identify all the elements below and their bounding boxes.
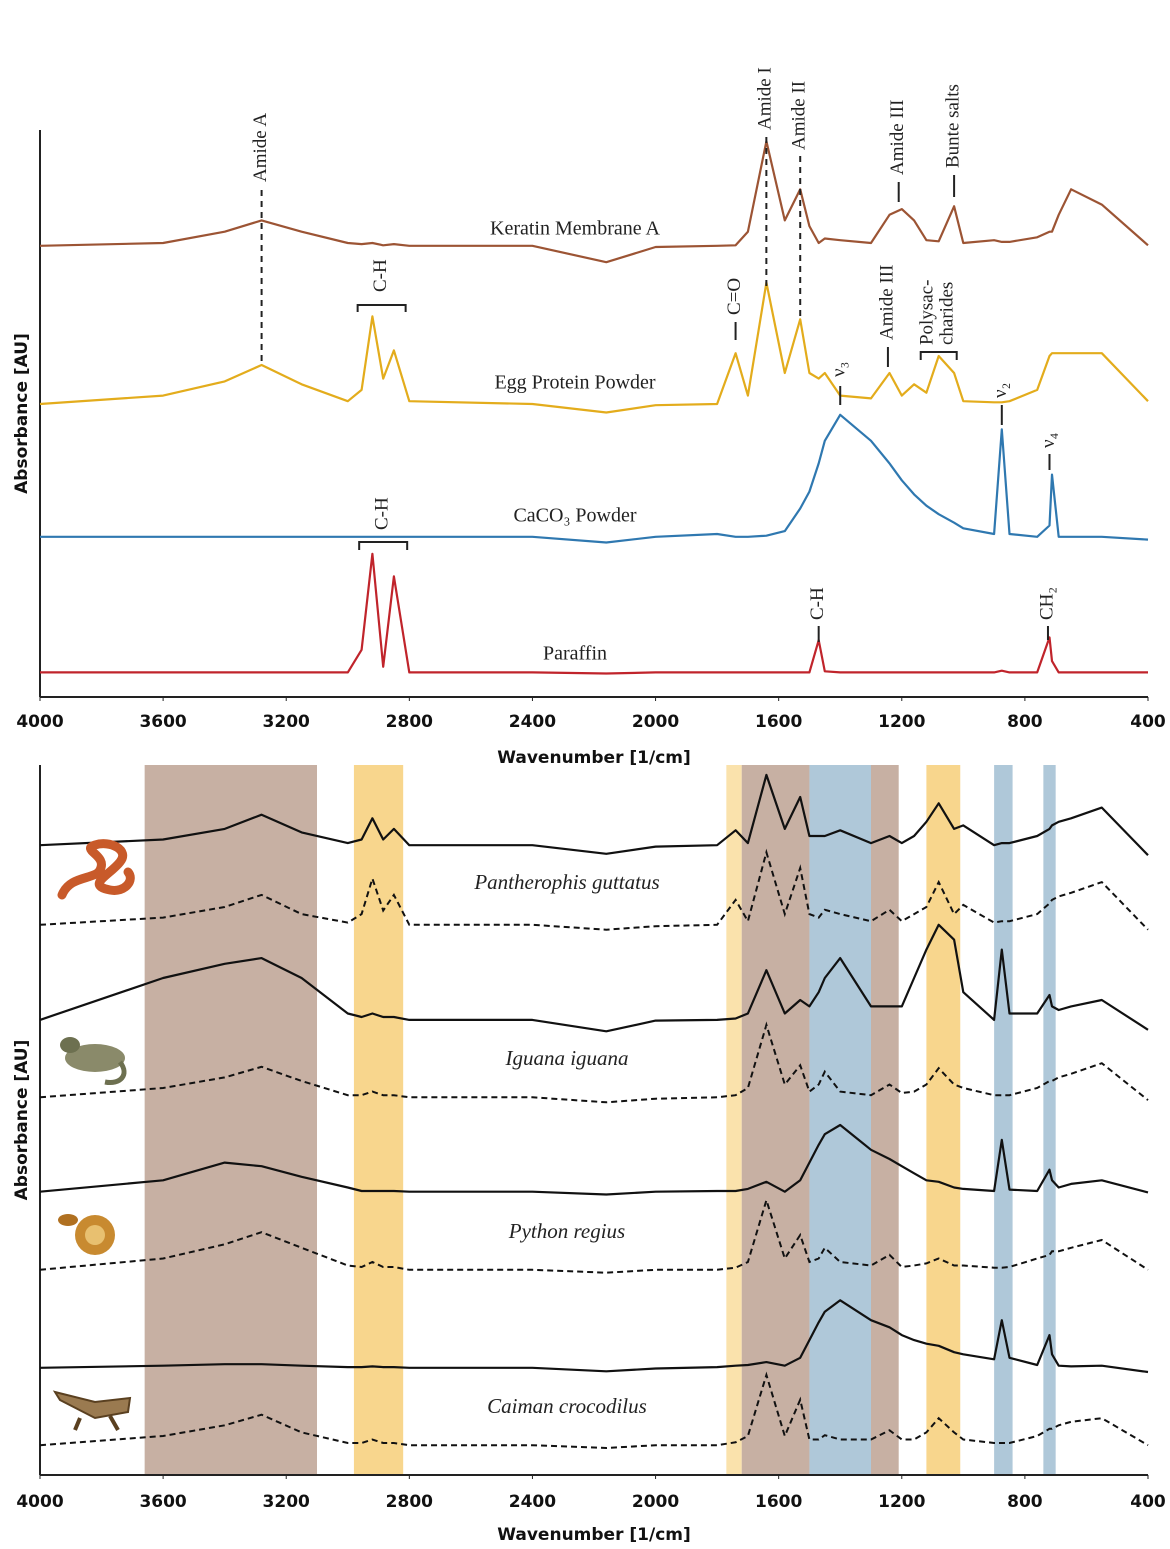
y-axis-title: Absorbance [AU]: [12, 1040, 32, 1201]
plot: 4000 3600 3200 2800 2400 2000 1600 1200 800 400 Wa…: [12, 765, 1166, 1545]
x-tick-label: 3200: [263, 712, 310, 732]
bracket: [359, 542, 407, 550]
annotation: C=O: [724, 278, 745, 315]
annotation: Amide III: [887, 100, 908, 175]
figure: 4000 3600 3200 2800 2400 2000 1600 1200 800 400 Wa…: [0, 0, 1170, 1549]
x-axis-title: Wavenumber [1/cm]: [497, 1525, 691, 1545]
band: [994, 765, 1012, 1475]
species-label: Python regius: [508, 1219, 625, 1243]
x-tick-label: 800: [1007, 712, 1043, 732]
x-tick-label: 2800: [386, 712, 433, 732]
annotation: Amide I: [755, 67, 776, 130]
annotation: ν₂: [990, 383, 1011, 398]
x-tick-label: 400: [1130, 712, 1166, 732]
x-tick-label: 1200: [878, 1492, 925, 1512]
annotation: C-H: [372, 497, 393, 530]
annotation: Amide III: [876, 265, 897, 340]
series-label: CaCO₃ Powder: [513, 505, 636, 527]
x-tick-label: 2400: [509, 1492, 556, 1512]
x-tick-label: 2400: [509, 712, 556, 732]
annotation: Polysac-charides: [917, 280, 958, 345]
python-icon: [58, 1214, 115, 1255]
y-axis-title: Absorbance [AU]: [12, 333, 32, 494]
species-label: Iguana iguana: [504, 1046, 628, 1070]
bracket: [358, 305, 406, 312]
x-tick-label: 4000: [16, 1492, 63, 1512]
series-label: Paraffin: [543, 643, 607, 665]
band: [871, 765, 899, 1475]
x-tick-label: 1600: [755, 712, 802, 732]
spectrum-line: [40, 141, 1148, 262]
band: [726, 765, 741, 1475]
band: [809, 765, 871, 1475]
x-tick-label: 3600: [139, 1492, 186, 1512]
caiman-icon: [55, 1392, 130, 1430]
x-tick-label: 1200: [878, 712, 925, 732]
band: [354, 765, 403, 1475]
x-tick-label: 3200: [263, 1492, 310, 1512]
x-tick-label: 2000: [632, 1492, 679, 1512]
annotation: Amide II: [789, 81, 810, 150]
annotation: ν₄: [1038, 433, 1059, 448]
snake-icon: [62, 844, 130, 895]
annotation: ν₃: [829, 362, 850, 377]
series-label: Keratin Membrane A: [490, 218, 660, 240]
x-tick-label: 4000: [16, 712, 63, 732]
x-tick-label: 2800: [386, 1492, 433, 1512]
band: [1043, 765, 1055, 1475]
annotation: Bunte salts: [942, 84, 963, 168]
x-axis-title: Wavenumber [1/cm]: [497, 748, 691, 768]
species-label: Pantherophis guttatus: [473, 870, 659, 894]
annotation: C-H: [807, 587, 828, 620]
plot: 4000 3600 3200 2800 2400 2000 1600 1200 800 400 Wa…: [12, 67, 1166, 768]
band: [926, 765, 960, 1475]
x-tick-label: 400: [1130, 1492, 1166, 1512]
species-label: Caiman crocodilus: [487, 1394, 647, 1418]
annotation: Amide A: [250, 113, 271, 182]
x-tick-label: 1600: [755, 1492, 802, 1512]
band: [145, 765, 317, 1475]
x-tick-label: 3600: [139, 712, 186, 732]
annotation: CH₂: [1036, 587, 1057, 620]
annotation: C-H: [370, 259, 391, 292]
series-label: Egg Protein Powder: [494, 372, 655, 394]
x-tick-label: 2000: [632, 712, 679, 732]
x-tick-label: 800: [1007, 1492, 1043, 1512]
species-icons: [55, 844, 130, 1430]
iguana-icon: [60, 1037, 125, 1083]
